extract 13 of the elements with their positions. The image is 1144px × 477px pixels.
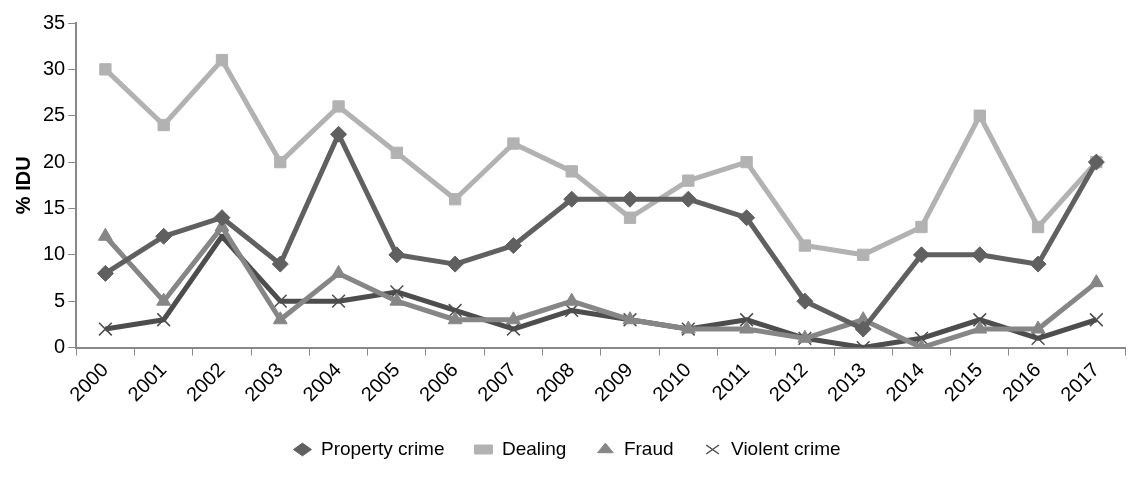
legend-label: Violent crime	[731, 437, 841, 459]
y-tick-label: 30	[43, 56, 66, 79]
y-tick-label: 25	[43, 103, 66, 126]
y-tick-label: 5	[54, 288, 66, 311]
y-tick-label: 20	[43, 149, 66, 172]
y-tick-label: 15	[43, 195, 66, 218]
y-axis-title: % IDU	[11, 156, 34, 215]
legend-label: Property crime	[320, 437, 445, 459]
y-tick-label: 35	[43, 10, 66, 33]
y-tick-label: 10	[43, 242, 66, 265]
y-tick-label: 0	[54, 335, 66, 358]
legend-label: Fraud	[623, 437, 674, 459]
legend-label: Dealing	[502, 437, 567, 459]
